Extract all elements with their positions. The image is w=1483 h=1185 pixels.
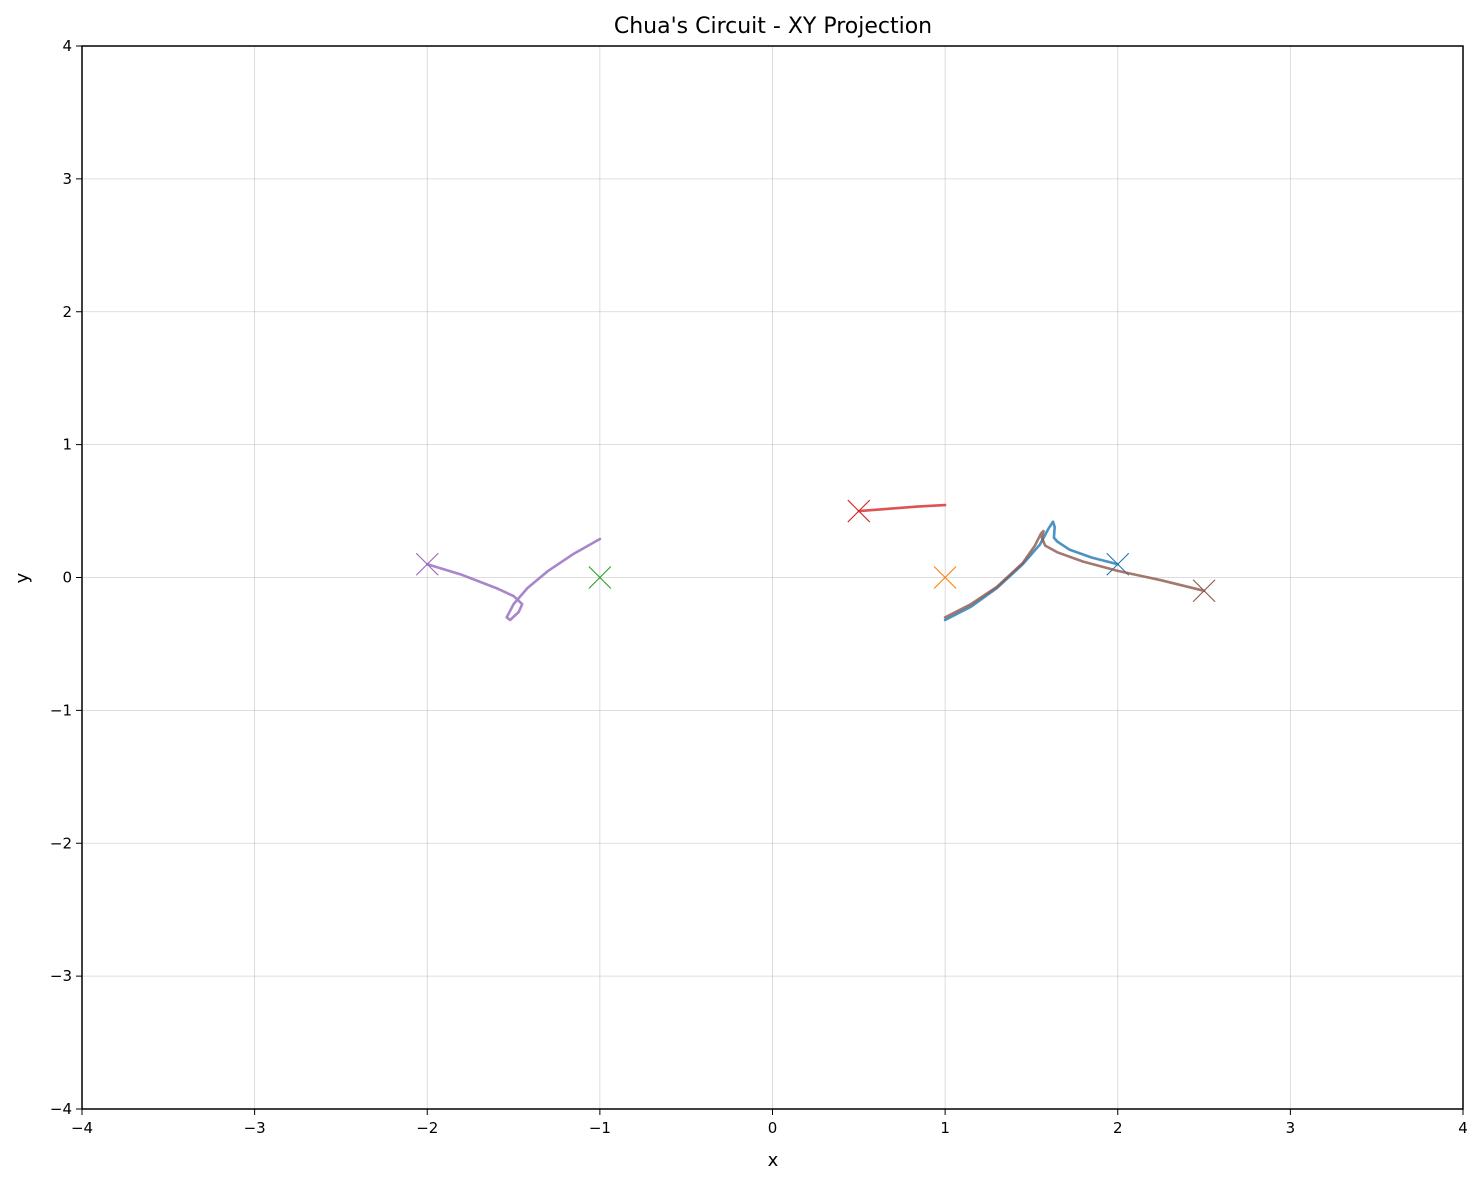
chart-title: Chua's Circuit - XY Projection (614, 14, 932, 39)
y-tick-label: 3 (62, 170, 72, 188)
trajectory-0 (943, 520, 1130, 622)
y-tick-label: −4 (50, 1100, 72, 1118)
y-tick-label: −3 (50, 967, 72, 985)
trajectory-line-4 (426, 537, 602, 622)
trajectory-line-3 (857, 503, 947, 513)
x-tick-label: 3 (1286, 1119, 1296, 1137)
trajectory-line-5 (943, 529, 1206, 619)
x-tick-label: 0 (768, 1119, 778, 1137)
x-axis-label: x (768, 1150, 779, 1171)
y-tick-label: 1 (62, 436, 72, 454)
x-tick-label: 4 (1458, 1119, 1468, 1137)
trajectory-5 (943, 529, 1216, 619)
ticks: −4 −3 −2 −1 0 1 2 3 4 −4 −3 −2 −1 0 1 2 3 4 (50, 37, 1468, 1137)
trajectory-1 (933, 566, 957, 589)
series-layer (415, 499, 1216, 622)
end-marker-2 (588, 566, 612, 589)
x-tick-label: −2 (416, 1119, 438, 1137)
end-marker-1 (933, 566, 957, 589)
y-tick-label: 4 (62, 37, 72, 55)
grid (81, 45, 1464, 1110)
x-tick-label: −4 (71, 1119, 93, 1137)
x-tick-label: −3 (244, 1119, 266, 1137)
y-tick-label: −1 (50, 701, 72, 719)
x-tick-label: −1 (589, 1119, 611, 1137)
end-marker-3 (847, 499, 871, 523)
trajectory-3 (847, 499, 947, 523)
x-tick-label: 2 (1113, 1119, 1123, 1137)
end-marker-4 (415, 552, 439, 576)
end-marker-5 (1192, 579, 1216, 603)
trajectory-2 (588, 566, 612, 589)
x-tick-label: 1 (940, 1119, 950, 1137)
y-tick-label: 2 (62, 303, 72, 321)
y-axis-label: y (12, 572, 33, 583)
y-tick-label: −2 (50, 834, 72, 852)
y-tick-label: 0 (62, 569, 72, 587)
trajectory-4 (415, 537, 602, 622)
